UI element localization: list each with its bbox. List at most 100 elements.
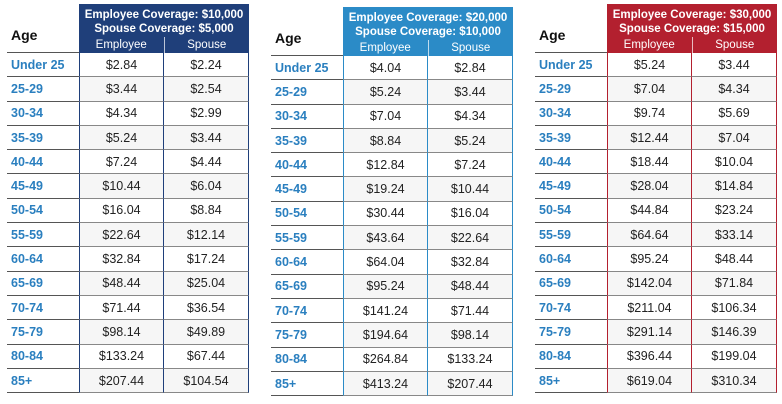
spouse-rate: $104.54 [164, 368, 249, 394]
age-band-label: 55-59 [7, 223, 79, 248]
spouse-rate: $2.84 [428, 56, 513, 81]
employee-column-header: Employee [343, 40, 429, 56]
age-band-label: 60-64 [535, 247, 607, 272]
spouse-rate: $10.44 [428, 177, 513, 202]
spouse-rate: $3.44 [428, 80, 513, 105]
age-band-label: 30-34 [7, 102, 79, 126]
table-row: 75-79 $98.14 $49.89 [7, 320, 249, 345]
age-band-label: 45-49 [535, 174, 607, 199]
employee-rate: $18.44 [607, 150, 692, 175]
spouse-rate: $16.04 [428, 201, 513, 227]
employee-rate: $7.04 [607, 77, 692, 102]
spouse-rate: $67.44 [164, 344, 249, 369]
employee-rate: $28.04 [607, 174, 692, 199]
age-band-label: 80-84 [271, 348, 343, 372]
age-band-label: 85+ [7, 369, 79, 394]
employee-coverage-title: Employee Coverage: $20,000 [348, 12, 508, 24]
age-band-label: 80-84 [7, 345, 79, 369]
table-row: 30-34 $7.04 $4.34 [271, 104, 513, 129]
table-row: 30-34 $4.34 $2.99 [7, 101, 249, 126]
employee-rate: $413.24 [343, 371, 428, 397]
spouse-rate: $12.14 [164, 223, 249, 248]
table-row: 85+ $413.24 $207.44 [271, 371, 513, 397]
spouse-rate: $106.34 [692, 295, 777, 321]
table-row: 25-29 $3.44 $2.54 [7, 77, 249, 102]
spouse-rate: $199.04 [692, 344, 777, 369]
employee-rate: $98.14 [79, 320, 164, 345]
employee-rate: $43.64 [343, 226, 428, 251]
age-band-label: 85+ [271, 372, 343, 397]
employee-coverage-title: Employee Coverage: $30,000 [612, 9, 772, 21]
employee-rate: $619.04 [607, 368, 692, 394]
age-band-label: 55-59 [535, 223, 607, 248]
age-column-header: Age [7, 4, 79, 53]
age-band-label: 80-84 [535, 345, 607, 369]
age-band-label: 60-64 [7, 247, 79, 272]
age-band-label: 35-39 [535, 126, 607, 151]
spouse-rate: $49.89 [164, 320, 249, 345]
employee-rate: $7.04 [343, 104, 428, 129]
spouse-rate: $3.44 [692, 53, 777, 78]
spouse-rate: $207.44 [428, 371, 513, 397]
table-row: 75-79 $291.14 $146.39 [535, 320, 777, 345]
table-row: 75-79 $194.64 $98.14 [271, 323, 513, 348]
employee-rate: $95.24 [343, 274, 428, 299]
age-band-label: 30-34 [271, 105, 343, 129]
spouse-rate: $5.69 [692, 101, 777, 126]
age-column-header: Age [535, 4, 607, 53]
age-band-label: 30-34 [535, 102, 607, 126]
employee-rate: $22.64 [79, 223, 164, 248]
age-band-label: Under 25 [7, 53, 79, 78]
spouse-rate: $4.34 [692, 77, 777, 102]
age-band-label: 50-54 [7, 199, 79, 224]
employee-coverage-title: Employee Coverage: $10,000 [84, 9, 244, 21]
employee-rate: $142.04 [607, 271, 692, 296]
employee-rate: $133.24 [79, 344, 164, 369]
table-row: 80-84 $396.44 $199.04 [535, 344, 777, 369]
table-header: Age Employee Coverage: $30,000 Spouse Cove… [535, 4, 777, 53]
spouse-rate: $14.84 [692, 174, 777, 199]
spouse-rate: $310.34 [692, 368, 777, 394]
spouse-coverage-title: Spouse Coverage: $10,000 [355, 26, 501, 38]
age-band-label: 65-69 [7, 272, 79, 296]
spouse-column-header: Spouse [715, 39, 755, 51]
spouse-rate: $7.24 [428, 153, 513, 178]
rate-table-1: Age Employee Coverage: $10,000 Spouse Cove… [7, 4, 249, 394]
age-band-label: 45-49 [271, 177, 343, 202]
employee-rate: $48.44 [79, 271, 164, 296]
table-row: 35-39 $5.24 $3.44 [7, 125, 249, 151]
age-band-label: Under 25 [271, 56, 343, 81]
table-row: 45-49 $28.04 $14.84 [535, 174, 777, 199]
spouse-rate: $4.34 [428, 104, 513, 129]
age-band-label: 40-44 [271, 153, 343, 178]
coverage-header: Employee Coverage: $30,000 Spouse Coverag… [607, 4, 777, 53]
table-row: 70-74 $211.04 $106.34 [535, 295, 777, 321]
age-band-label: 75-79 [271, 323, 343, 348]
employee-rate: $211.04 [607, 295, 692, 321]
spouse-coverage-title: Spouse Coverage: $15,000 [619, 23, 765, 35]
age-column-header: Age [271, 7, 343, 56]
employee-rate: $396.44 [607, 344, 692, 369]
table-row: 80-84 $133.24 $67.44 [7, 344, 249, 369]
employee-rate: $264.84 [343, 347, 428, 372]
spouse-rate: $33.14 [692, 223, 777, 248]
age-band-label: 25-29 [271, 80, 343, 105]
table-row: 30-34 $9.74 $5.69 [535, 101, 777, 126]
spouse-rate: $32.84 [428, 250, 513, 275]
employee-rate: $64.64 [607, 223, 692, 248]
employee-rate: $10.44 [79, 174, 164, 199]
age-band-label: 65-69 [535, 272, 607, 296]
spouse-rate: $36.54 [164, 295, 249, 321]
employee-rate: $8.84 [343, 128, 428, 154]
spouse-rate: $17.24 [164, 247, 249, 272]
employee-rate: $4.34 [79, 101, 164, 126]
employee-rate: $2.84 [79, 53, 164, 78]
table-row: 70-74 $71.44 $36.54 [7, 295, 249, 321]
age-band-label: 65-69 [271, 275, 343, 299]
coverage-header: Employee Coverage: $10,000 Spouse Coverag… [79, 4, 249, 53]
table-row: 85+ $619.04 $310.34 [535, 368, 777, 394]
table-row: 60-64 $95.24 $48.44 [535, 247, 777, 272]
spouse-rate: $71.84 [692, 271, 777, 296]
spouse-rate: $22.64 [428, 226, 513, 251]
table-row: 45-49 $10.44 $6.04 [7, 174, 249, 199]
